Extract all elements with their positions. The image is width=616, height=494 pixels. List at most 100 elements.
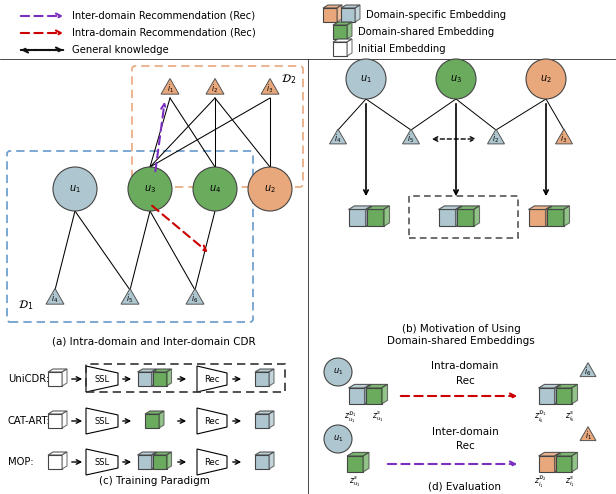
Text: Rec: Rec [205,374,220,383]
Polygon shape [186,288,204,304]
Bar [255,455,269,469]
Bar [137,455,152,469]
Text: Rec: Rec [456,376,474,386]
Text: $i_6$: $i_6$ [585,366,591,378]
Polygon shape [62,452,67,469]
Polygon shape [323,5,342,8]
Text: $i_3$: $i_3$ [267,83,274,95]
Polygon shape [159,411,164,428]
Text: $z^{\mathcal{D}_1}_{u_1}$: $z^{\mathcal{D}_1}_{u_1}$ [344,410,357,425]
Circle shape [53,167,97,211]
Bar [556,388,572,404]
Polygon shape [197,408,227,434]
Polygon shape [367,206,389,209]
Text: $z^{s}_{i_1}$: $z^{s}_{i_1}$ [565,475,575,489]
Polygon shape [365,206,371,227]
Polygon shape [580,363,596,376]
Polygon shape [86,449,118,475]
Polygon shape [580,427,596,441]
Circle shape [526,59,566,99]
Circle shape [193,167,237,211]
Polygon shape [269,369,274,386]
Text: $i_1$: $i_1$ [166,83,174,95]
Polygon shape [384,206,389,227]
Bar [538,388,554,404]
Polygon shape [152,369,156,386]
Polygon shape [487,129,505,144]
Polygon shape [554,384,561,404]
Bar [456,209,474,227]
Polygon shape [546,206,570,209]
Polygon shape [474,206,479,227]
Bar [439,209,455,227]
Polygon shape [48,452,67,455]
Polygon shape [556,129,572,144]
Text: Rec: Rec [456,441,474,451]
Polygon shape [86,366,118,392]
Text: $i_2$: $i_2$ [493,133,500,145]
Polygon shape [48,411,67,414]
Polygon shape [564,206,570,227]
Text: $u_1$: $u_1$ [333,367,343,377]
Polygon shape [456,206,479,209]
Text: Inter-domain: Inter-domain [432,427,498,437]
Text: $i_5$: $i_5$ [408,133,415,145]
Text: $z^{s}_{i_6}$: $z^{s}_{i_6}$ [565,410,575,424]
Text: Domain-specific Embedding: Domain-specific Embedding [366,10,506,20]
Polygon shape [538,453,561,456]
Polygon shape [121,288,139,304]
Text: (d) Evaluation: (d) Evaluation [429,481,501,491]
Bar [137,372,152,386]
Polygon shape [363,453,369,472]
Polygon shape [349,384,370,388]
Text: $z^{\mathcal{D}_2}_{i_1}$: $z^{\mathcal{D}_2}_{i_1}$ [533,474,546,490]
Polygon shape [261,79,279,94]
Text: $u_2$: $u_2$ [540,73,552,85]
Bar [546,209,564,227]
Bar [349,388,365,404]
Text: $u_2$: $u_2$ [264,183,276,195]
Circle shape [324,358,352,386]
Polygon shape [269,452,274,469]
Polygon shape [137,452,156,455]
Text: $z^{\mathcal{D}_1}_{i_6}$: $z^{\mathcal{D}_1}_{i_6}$ [533,409,546,425]
Text: General knowledge: General knowledge [72,45,169,55]
Bar [529,209,546,227]
Text: SSL: SSL [94,457,110,466]
Polygon shape [572,453,578,472]
Bar [556,456,572,472]
Polygon shape [166,452,171,469]
Bar [255,372,269,386]
Polygon shape [538,384,561,388]
Bar [153,455,166,469]
Text: (c) Training Paradigm: (c) Training Paradigm [99,476,209,486]
Text: $i_6$: $i_6$ [192,293,198,305]
Bar [48,372,62,386]
Polygon shape [152,452,156,469]
Text: $i_2$: $i_2$ [211,83,219,95]
Polygon shape [153,452,171,455]
Polygon shape [255,369,274,372]
Polygon shape [381,384,387,404]
Polygon shape [439,206,461,209]
Text: $i_1$: $i_1$ [585,430,591,442]
Polygon shape [546,206,551,227]
Polygon shape [255,411,274,414]
Polygon shape [355,5,360,22]
Text: $\mathcal{D}_2$: $\mathcal{D}_2$ [281,72,296,86]
Text: $i_4$: $i_4$ [51,293,59,305]
Text: $\mathcal{D}_1$: $\mathcal{D}_1$ [18,298,33,312]
Polygon shape [46,288,64,304]
Text: SSL: SSL [94,374,110,383]
Text: CAT-ART:: CAT-ART: [8,416,51,426]
Circle shape [324,425,352,453]
Polygon shape [333,39,352,42]
Circle shape [346,59,386,99]
Bar [349,209,365,227]
Text: (b) Motivation of Using
Domain-shared Embeddings: (b) Motivation of Using Domain-shared Em… [387,325,535,346]
Text: $u_3$: $u_3$ [144,183,156,195]
Polygon shape [556,384,578,388]
Polygon shape [556,453,578,456]
Polygon shape [269,411,274,428]
Circle shape [128,167,172,211]
